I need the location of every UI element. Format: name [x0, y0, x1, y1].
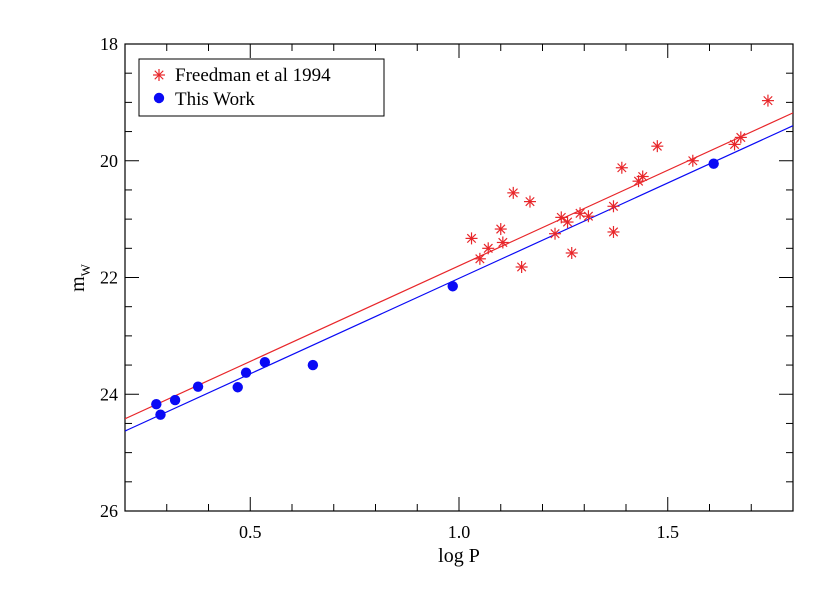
asterisk-stroke — [583, 211, 594, 221]
asterisk-stroke — [475, 254, 485, 264]
legend-marker-this-work — [153, 92, 165, 104]
asterisk-stroke — [608, 227, 619, 237]
this-work-point — [307, 359, 319, 371]
fit-line-this-work — [125, 125, 793, 432]
asterisk-stroke — [525, 196, 535, 207]
this-work-point — [447, 281, 458, 292]
asterisk-stroke — [567, 248, 577, 258]
this-work-point — [708, 158, 719, 169]
asterisk-stroke — [154, 70, 164, 80]
freedman-point — [496, 236, 509, 249]
asterisk-stroke — [617, 163, 627, 173]
freedman-point — [549, 227, 562, 240]
freedman-point — [555, 211, 568, 224]
freedman-point — [607, 225, 620, 238]
freedman-point — [565, 246, 578, 259]
freedman-point — [651, 140, 664, 153]
y-tick-label: 22 — [100, 268, 118, 288]
y-axis-label-subscript: W — [78, 263, 93, 276]
data-points — [151, 94, 774, 420]
this-work-point — [192, 381, 204, 392]
asterisk-stroke — [763, 95, 773, 106]
freedman-point — [482, 242, 495, 255]
asterisk-stroke — [550, 229, 560, 239]
x-tick-label: 1.0 — [448, 522, 471, 542]
x-axis-label: log P — [438, 545, 480, 567]
asterisk-stroke — [498, 237, 508, 248]
asterisk-stroke — [556, 212, 566, 223]
this-work-point — [232, 382, 243, 393]
asterisk-stroke — [562, 217, 573, 227]
freedman-point — [734, 131, 747, 144]
legend-dot-icon — [153, 92, 165, 104]
asterisk-stroke — [652, 141, 662, 151]
freedman-point — [561, 216, 574, 229]
freedman-point — [507, 186, 520, 199]
this-work-point — [169, 394, 181, 406]
legend-box — [138, 58, 385, 117]
y-axis-label: mW — [67, 263, 93, 292]
legend-marker-freedman — [153, 69, 165, 81]
this-work-point — [259, 356, 271, 368]
freedman-point — [515, 260, 528, 273]
legend-asterisk-icon — [153, 69, 165, 81]
this-work-point — [155, 409, 166, 420]
axis-ticks — [125, 43, 794, 512]
y-tick-label: 24 — [100, 384, 118, 404]
freedman-point — [574, 207, 587, 220]
freedman-point — [473, 252, 486, 265]
freedman-point — [494, 223, 507, 236]
freedman-point — [465, 232, 478, 245]
y-axis-label-main: m — [67, 276, 89, 292]
x-tick-label: 0.5 — [239, 522, 262, 542]
x-tick-label: 1.5 — [657, 522, 680, 542]
freedman-point — [636, 170, 649, 183]
asterisk-stroke — [688, 156, 698, 166]
asterisk-stroke — [466, 233, 477, 244]
this-work-point — [151, 398, 162, 410]
legend: Freedman et al 1994 This Work — [138, 58, 385, 117]
asterisk-stroke — [736, 132, 746, 143]
freedman-point — [582, 210, 595, 223]
y-tick-label: 18 — [100, 34, 118, 54]
y-tick-label: 20 — [100, 151, 118, 171]
this-work-point — [240, 367, 252, 378]
freedman-point — [615, 161, 628, 174]
asterisk-stroke — [638, 171, 648, 182]
legend-label-freedman: Freedman et al 1994 — [175, 65, 331, 86]
legend-label-this-work: This Work — [175, 89, 255, 110]
freedman-point — [607, 200, 620, 213]
y-tick-label: 26 — [100, 501, 118, 521]
freedman-point — [523, 195, 536, 208]
freedman-point — [761, 94, 774, 107]
asterisk-stroke — [516, 262, 527, 272]
fit-line-freedman — [125, 112, 793, 420]
asterisk-stroke — [508, 188, 518, 198]
asterisk-stroke — [575, 208, 585, 218]
asterisk-stroke — [608, 201, 619, 211]
asterisk-stroke — [496, 224, 506, 234]
freedman-point — [686, 154, 699, 167]
tick-labels: 0.5 1.0 1.5 18 20 22 24 26 — [100, 34, 679, 542]
asterisk-stroke — [483, 243, 493, 253]
fit-lines — [125, 112, 793, 432]
